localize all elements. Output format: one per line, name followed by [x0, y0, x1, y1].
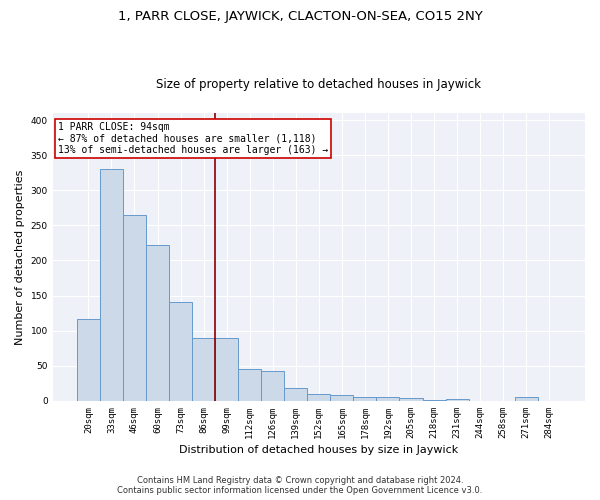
- Bar: [215, 338, 238, 401]
- Bar: [376, 396, 400, 401]
- Bar: [192, 338, 215, 401]
- Bar: [123, 215, 146, 401]
- Text: 1, PARR CLOSE, JAYWICK, CLACTON-ON-SEA, CO15 2NY: 1, PARR CLOSE, JAYWICK, CLACTON-ON-SEA, …: [118, 10, 482, 23]
- Bar: [400, 398, 422, 401]
- Bar: [238, 370, 261, 401]
- Bar: [261, 372, 284, 401]
- Text: 1 PARR CLOSE: 94sqm
← 87% of detached houses are smaller (1,118)
13% of semi-det: 1 PARR CLOSE: 94sqm ← 87% of detached ho…: [58, 122, 328, 155]
- Title: Size of property relative to detached houses in Jaywick: Size of property relative to detached ho…: [157, 78, 481, 91]
- Bar: [169, 302, 192, 401]
- Y-axis label: Number of detached properties: Number of detached properties: [15, 170, 25, 344]
- X-axis label: Distribution of detached houses by size in Jaywick: Distribution of detached houses by size …: [179, 445, 458, 455]
- Bar: [307, 394, 331, 401]
- Bar: [422, 400, 446, 401]
- Bar: [446, 399, 469, 401]
- Bar: [331, 396, 353, 401]
- Bar: [77, 319, 100, 401]
- Bar: [353, 396, 376, 401]
- Text: Contains HM Land Registry data © Crown copyright and database right 2024.
Contai: Contains HM Land Registry data © Crown c…: [118, 476, 482, 495]
- Bar: [146, 245, 169, 401]
- Bar: [100, 169, 123, 401]
- Bar: [284, 388, 307, 401]
- Bar: [515, 398, 538, 401]
